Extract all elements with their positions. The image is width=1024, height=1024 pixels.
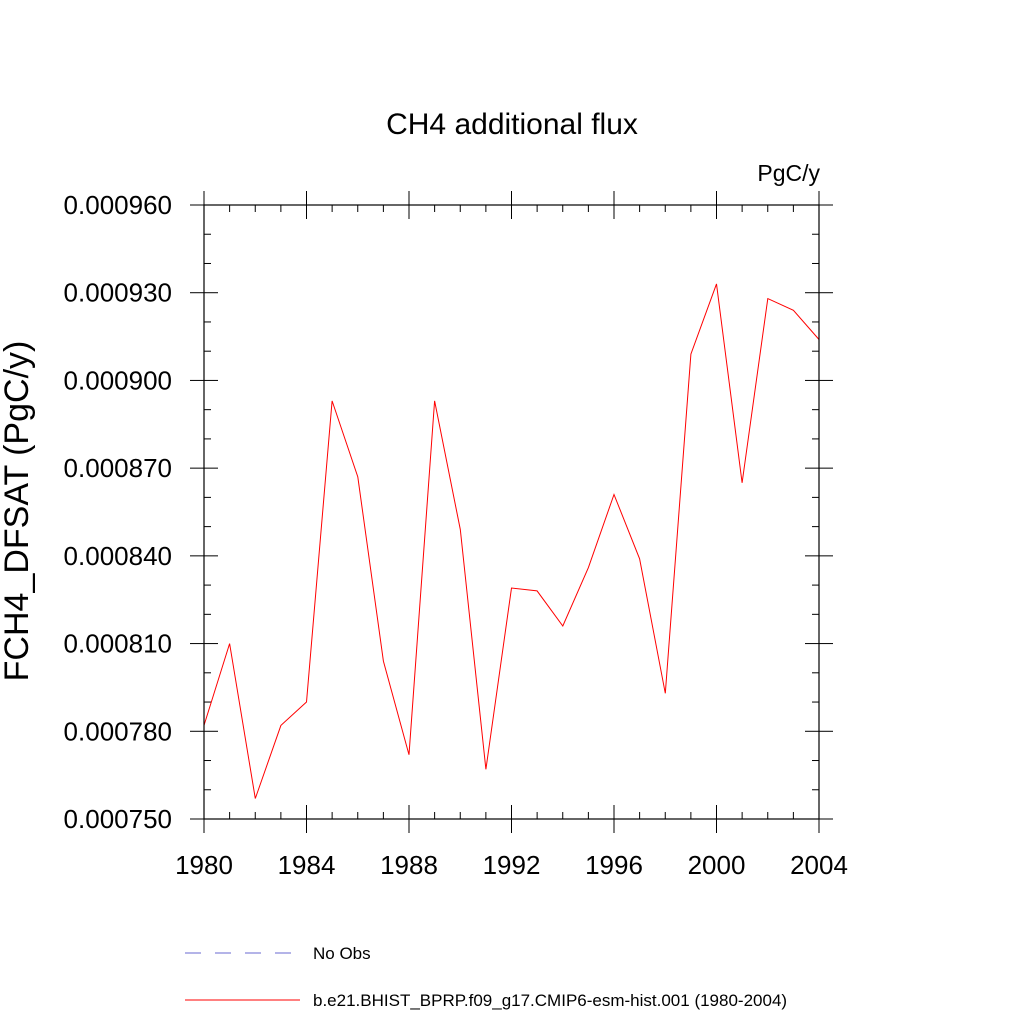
legend-label-no-obs: No Obs <box>313 944 371 963</box>
x-tick-label: 2004 <box>790 850 848 880</box>
plot-frame <box>203 204 820 820</box>
y-tick-label: 0.000780 <box>64 716 172 746</box>
y-axis-tick-labels: 0.000750 0.000780 0.000810 0.000840 0.000870… <box>64 190 172 834</box>
x-tick-label: 2000 <box>688 850 746 880</box>
legend-label-series: b.e21.BHIST_BPRP.f09_g17.CMIP6-esm-hist.… <box>313 991 787 1010</box>
y-axis-ticks <box>190 204 833 820</box>
x-tick-label: 1980 <box>175 850 233 880</box>
y-tick-label: 0.000900 <box>64 365 172 395</box>
units-label: PgC/y <box>757 160 820 186</box>
y-tick-label: 0.000960 <box>64 190 172 220</box>
series-line <box>203 283 820 799</box>
x-axis-tick-labels: 1980 1984 1988 1992 1996 2000 2004 <box>175 850 848 880</box>
x-tick-label: 1988 <box>380 850 438 880</box>
y-axis-label: FCH4_DFSAT (PgC/y) <box>0 341 36 682</box>
x-tick-label: 1992 <box>483 850 541 880</box>
chart-title: CH4 additional flux <box>386 108 638 141</box>
y-tick-label: 0.000810 <box>64 629 172 659</box>
x-axis-ticks <box>203 191 820 833</box>
y-tick-label: 0.000750 <box>64 804 172 834</box>
y-tick-label: 0.000870 <box>64 453 172 483</box>
x-tick-label: 1984 <box>278 850 336 880</box>
y-tick-label: 0.000930 <box>64 278 172 308</box>
y-tick-label: 0.000840 <box>64 541 172 571</box>
x-tick-label: 1996 <box>585 850 643 880</box>
legend: No Obs b.e21.BHIST_BPRP.f09_g17.CMIP6-es… <box>185 944 787 1010</box>
series-group <box>203 283 820 799</box>
